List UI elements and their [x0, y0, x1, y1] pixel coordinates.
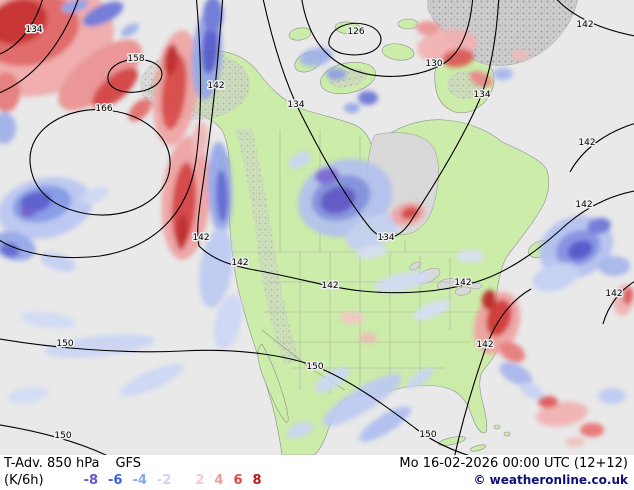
- legend-value: -4: [132, 473, 147, 488]
- contour-label: 150: [54, 431, 71, 441]
- contour-label: 126: [347, 27, 364, 37]
- contour-label: 142: [575, 200, 592, 210]
- state-borders: [232, 130, 490, 396]
- legend-value: 8: [252, 473, 262, 488]
- legend-value: 4: [214, 473, 224, 488]
- legend-value: 6: [233, 473, 243, 488]
- legend-value: -8: [83, 473, 99, 488]
- legend-value: -6: [108, 473, 123, 488]
- contour-label: 142: [605, 289, 622, 299]
- contour-label: 134: [25, 25, 42, 35]
- legend-negative-values: -8 -6 -4 -2: [74, 473, 172, 489]
- footer-title-row: T-Adv. 850 hPa GFS Mo 16-02-2026 00:00 U…: [4, 456, 628, 472]
- legend-value: -2: [156, 473, 172, 488]
- contour-label: 142: [207, 81, 224, 91]
- contour-label: 142: [476, 340, 493, 350]
- contour-label: 158: [127, 54, 144, 64]
- contour-label: 166: [95, 104, 112, 114]
- contour-label: 134: [377, 233, 394, 243]
- legend-value: 2: [195, 473, 205, 488]
- contour-label: 150: [419, 430, 436, 440]
- contour-labels: 134 158 166 142 126 130 134 134 142 142 142 134 142 1…: [24, 19, 624, 443]
- contour-label: 142: [578, 138, 595, 148]
- advection-overlay: [0, 0, 634, 447]
- contour-label: 142: [192, 233, 209, 243]
- weather-map-canvas: 134 158 166 142 126 130 134 134 142 142 142 134 142 1…: [0, 0, 634, 455]
- map-title: T-Adv. 850 hPa: [4, 456, 100, 471]
- valid-datetime: Mo 16-02-2026 00:00 UTC (12+12): [399, 456, 628, 471]
- contour-lines: [0, 0, 634, 455]
- contour-label: 142: [321, 281, 338, 291]
- contour-label: 150: [306, 362, 323, 372]
- contour-label: 134: [287, 100, 304, 110]
- copyright-text: © weatheronline.co.uk: [473, 473, 628, 487]
- contour-label: 142: [454, 278, 471, 288]
- model-name: GFS: [115, 456, 142, 471]
- contour-label: 150: [56, 339, 73, 349]
- contour-label: 130: [425, 59, 442, 69]
- unit-label: (K/6h): [4, 473, 44, 488]
- footer-bar: T-Adv. 850 hPa GFS Mo 16-02-2026 00:00 U…: [0, 455, 634, 490]
- contour-label: 134: [473, 90, 490, 100]
- contour-label: 142: [576, 20, 593, 30]
- contour-label: 142: [231, 258, 248, 268]
